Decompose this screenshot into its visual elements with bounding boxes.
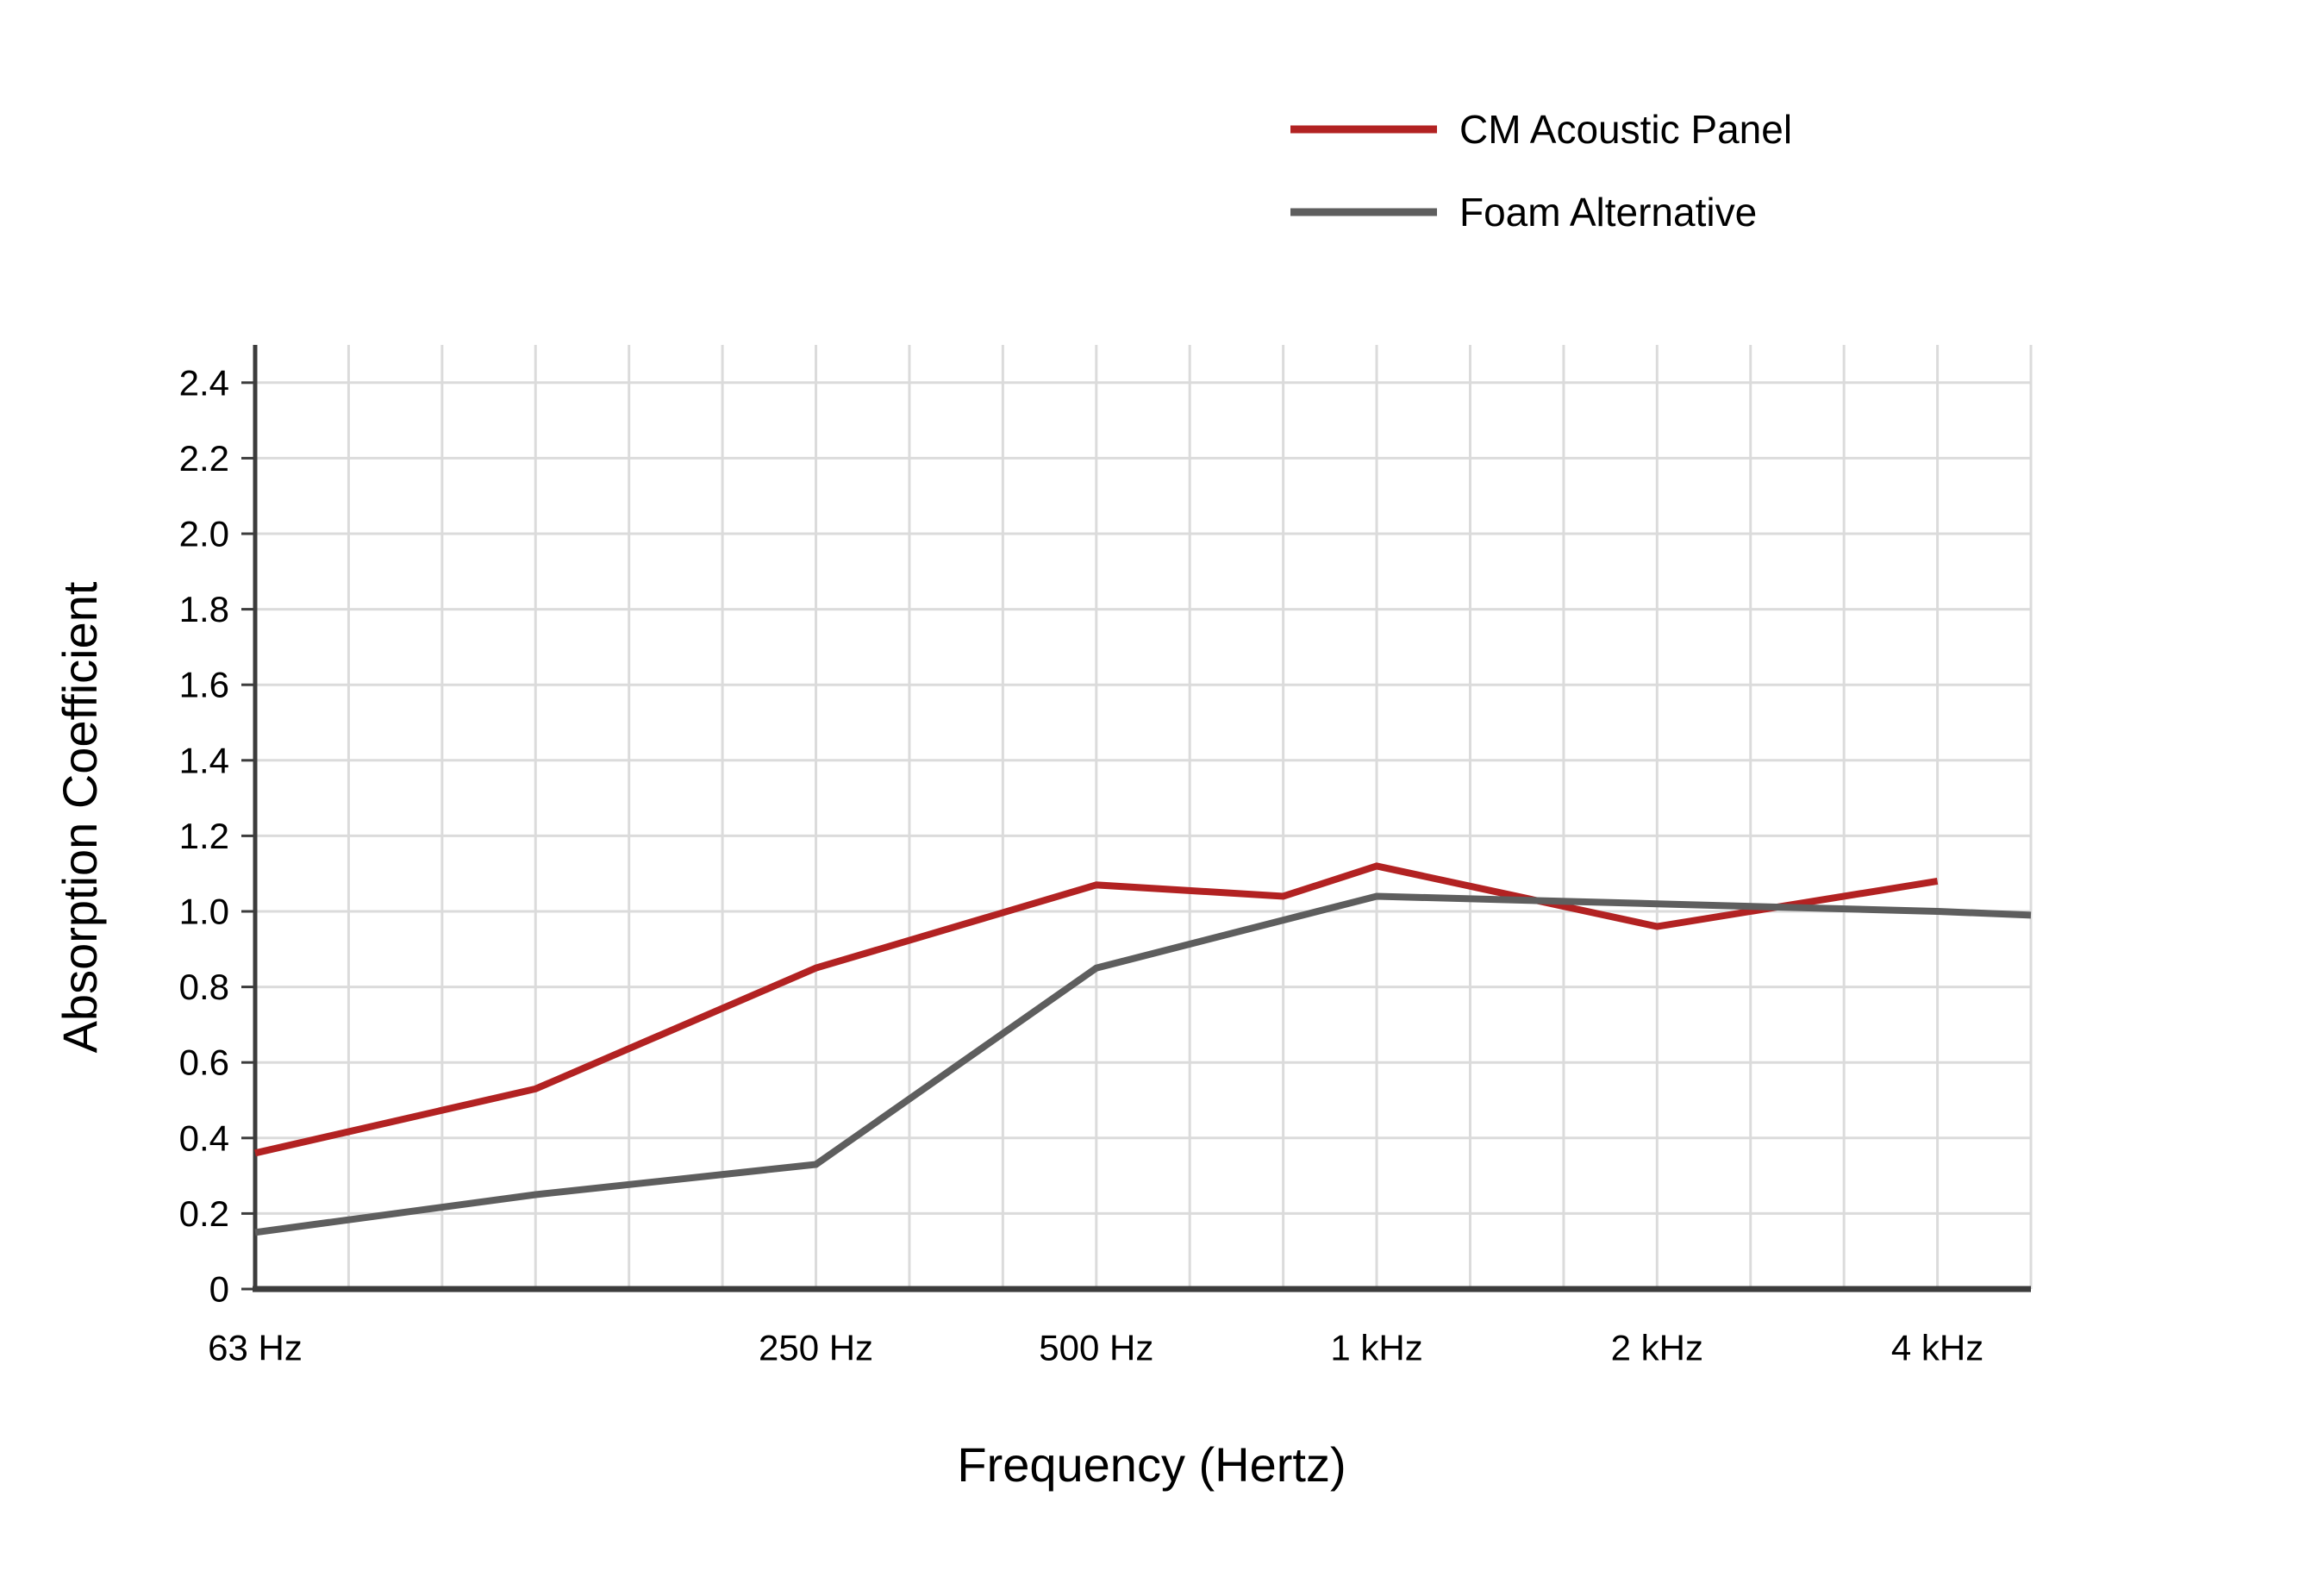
legend-label: CM Acoustic Panel: [1459, 107, 1792, 152]
y-tick-label: 2.0: [179, 514, 229, 554]
x-tick-label: 63 Hz: [208, 1328, 303, 1368]
y-tick-label: 0.4: [179, 1117, 229, 1158]
x-tick-label: 250 Hz: [759, 1328, 873, 1368]
x-tick-label: 1 kHz: [1330, 1328, 1422, 1368]
y-tick-label: 1.6: [179, 665, 229, 705]
legend-item: CM Acoustic Panel: [1290, 107, 1792, 152]
y-tick-label: 0.8: [179, 967, 229, 1007]
y-tick-label: 1.2: [179, 816, 229, 856]
x-tick-label: 2 kHz: [1611, 1328, 1703, 1368]
y-tick-label: 2.4: [179, 362, 229, 403]
x-tick-label: 500 Hz: [1039, 1328, 1153, 1368]
y-tick-label: 0.2: [179, 1193, 229, 1234]
y-tick-label: 0.6: [179, 1042, 229, 1083]
gridlines: [255, 345, 2033, 1289]
axes: [253, 345, 2031, 1292]
y-tick-label: 0: [209, 1269, 229, 1310]
y-tick-label: 1.0: [179, 892, 229, 932]
series-line-foam-alternative: [254, 892, 2032, 1236]
data-series: [254, 862, 2032, 1236]
y-axis-tick-labels: 0 0.2 0.4 0.6 0.8 1.0 1.2 1.4 1.6 1.8 2.0 2.2 2.4: [179, 362, 229, 1309]
y-axis-title: Absorption Coefficient: [53, 581, 107, 1053]
y-tick-label: 1.8: [179, 589, 229, 629]
legend: CM Acoustic Panel Foam Alternative: [1290, 107, 1792, 235]
series-line-cm-acoustic-panel: [254, 862, 1939, 1157]
y-tick-label: 1.4: [179, 740, 229, 780]
x-axis-tick-labels: 63 Hz 250 Hz 500 Hz 1 kHz 2 kHz 4 kHz: [208, 1328, 1984, 1368]
x-tick-label: 4 kHz: [1891, 1328, 1984, 1368]
y-tick-label: 2.2: [179, 438, 229, 479]
legend-label: Foam Alternative: [1459, 190, 1757, 235]
legend-item: Foam Alternative: [1290, 190, 1757, 235]
y-axis-ticks: [241, 381, 255, 1291]
x-axis-title: Frequency (Hertz): [957, 1437, 1346, 1492]
